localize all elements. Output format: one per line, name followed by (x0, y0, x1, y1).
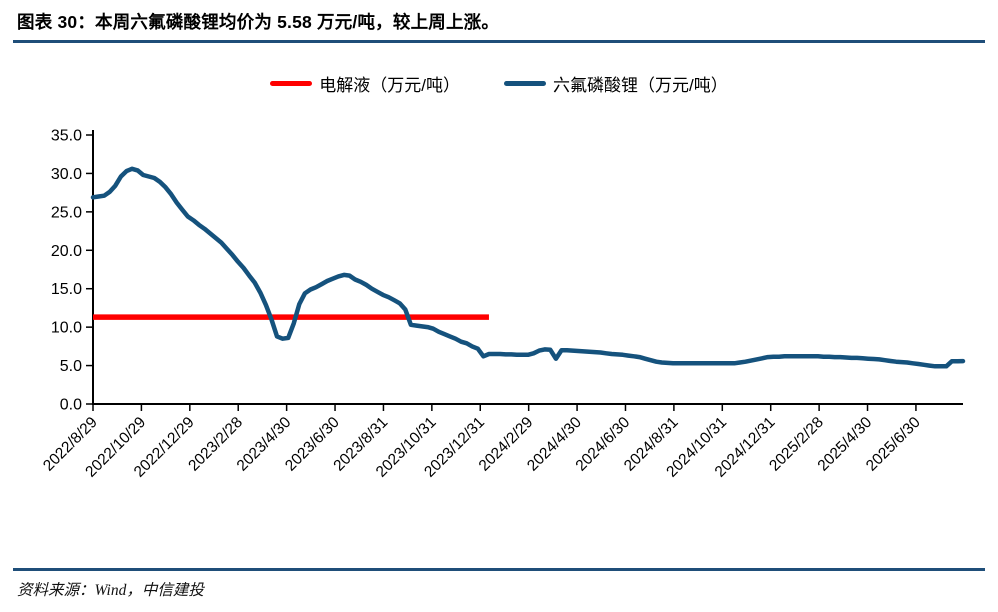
figure-title-text: 本周六氟磷酸锂均价为 5.58 万元/吨，较上周上涨。 (95, 12, 500, 32)
y-tick-label: 25.0 (51, 204, 82, 221)
electrolyte-line-swatch (270, 80, 313, 86)
figure-label: 图表 30： (17, 12, 96, 32)
y-tick-label: 15.0 (51, 281, 82, 298)
legend-item-lipf6: 六氟磷酸锂（万元/吨） (504, 71, 728, 96)
title-divider (13, 40, 985, 43)
y-tick-label: 20.0 (51, 243, 82, 260)
legend-label-electrolyte: 电解液（万元/吨） (319, 75, 460, 95)
legend-label-lipf6: 六氟磷酸锂（万元/吨） (553, 75, 728, 95)
legend-item-electrolyte: 电解液（万元/吨） (270, 71, 460, 96)
source-note: 资料来源：Wind，中信建投 (17, 582, 204, 599)
figure-title: 图表 30：本周六氟磷酸锂均价为 5.58 万元/吨，较上周上涨。 (17, 9, 499, 34)
y-tick-label: 0.0 (60, 397, 82, 414)
chart-canvas: 0.05.010.015.020.025.030.035.02022/8/292… (40, 128, 966, 481)
price-line-chart: 0.0 5.0 10.0 15.0 20.0 25.0 30.0 35.0 2022/8/29 2… (0, 110, 998, 510)
y-tick-label: 35.0 (51, 128, 82, 145)
y-tick-label: 30.0 (51, 166, 82, 183)
lipf6-price-line (90, 166, 966, 369)
y-tick-label: 10.0 (51, 320, 82, 337)
y-tick-label: 5.0 (60, 358, 82, 375)
footer-divider (13, 568, 985, 571)
lipf6-line-swatch (504, 80, 546, 86)
chart-legend: 电解液（万元/吨） 六氟磷酸锂（万元/吨） (0, 68, 998, 98)
